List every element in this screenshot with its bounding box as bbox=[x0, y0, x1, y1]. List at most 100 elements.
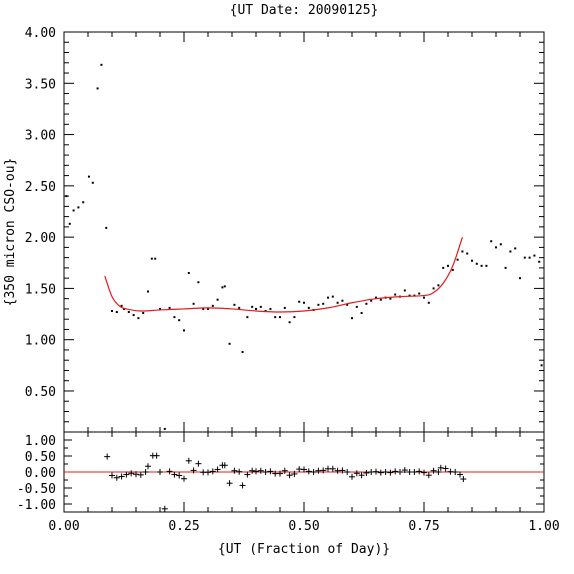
main-y-tick-label: 0.50 bbox=[25, 385, 56, 400]
data-point bbox=[246, 316, 249, 319]
residual-point bbox=[339, 467, 346, 474]
data-point bbox=[394, 293, 397, 296]
main-y-tick-label: 3.50 bbox=[25, 77, 56, 92]
data-point bbox=[163, 427, 166, 430]
residual-point bbox=[145, 463, 151, 470]
data-point bbox=[288, 321, 291, 324]
residual-point bbox=[310, 469, 317, 475]
residual-point bbox=[392, 468, 399, 475]
residual-data-points bbox=[104, 452, 467, 512]
residual-point bbox=[249, 467, 256, 474]
data-point bbox=[251, 305, 254, 308]
residual-point bbox=[157, 469, 163, 475]
main-y-tick-label: 2.50 bbox=[25, 180, 56, 195]
data-point bbox=[72, 209, 75, 212]
main-y-tick-labels: 0.50 1.00 1.50 2.00 2.50 3.00 3.50 4.00 bbox=[25, 26, 56, 400]
data-point bbox=[336, 301, 339, 304]
residual-point bbox=[205, 469, 211, 476]
residual-point bbox=[267, 468, 274, 475]
data-point bbox=[514, 247, 517, 250]
residual-point bbox=[181, 475, 187, 482]
data-point bbox=[274, 316, 277, 319]
data-point bbox=[351, 317, 353, 320]
residual-point bbox=[231, 467, 238, 474]
residual-point bbox=[214, 466, 221, 473]
residual-point bbox=[137, 471, 144, 478]
residual-y-tick-label: 1.00 bbox=[25, 434, 56, 449]
main-y-tick-label: 4.00 bbox=[25, 26, 56, 41]
data-point bbox=[403, 289, 406, 292]
data-point bbox=[375, 296, 377, 299]
data-point bbox=[111, 309, 113, 312]
data-point bbox=[269, 307, 272, 310]
main-y-tick-label: 2.00 bbox=[25, 231, 56, 246]
residual-point bbox=[416, 468, 423, 475]
data-point bbox=[495, 246, 497, 249]
data-point bbox=[183, 329, 185, 332]
residual-point bbox=[329, 465, 336, 472]
residual-point bbox=[291, 470, 298, 477]
data-point bbox=[466, 252, 469, 255]
data-point bbox=[504, 266, 507, 269]
main-y-tick-label: 3.00 bbox=[25, 129, 56, 144]
data-point bbox=[150, 257, 153, 260]
data-point bbox=[423, 296, 425, 299]
main-axis-ticks bbox=[63, 31, 545, 433]
data-point bbox=[389, 297, 392, 300]
data-point bbox=[341, 299, 344, 302]
residual-point bbox=[185, 457, 192, 464]
residual-point bbox=[109, 472, 115, 479]
data-point bbox=[105, 226, 108, 229]
residual-point bbox=[153, 452, 160, 459]
data-point bbox=[447, 264, 449, 267]
x-tick-label: 0.75 bbox=[408, 519, 439, 534]
data-point bbox=[519, 277, 521, 280]
residual-point bbox=[460, 476, 467, 483]
residual-point bbox=[142, 469, 149, 475]
x-tick-label: 0.25 bbox=[168, 519, 199, 534]
data-point bbox=[540, 364, 543, 367]
data-point bbox=[120, 304, 123, 307]
data-point bbox=[211, 304, 214, 307]
residual-point bbox=[442, 465, 449, 472]
data-point bbox=[307, 306, 310, 309]
residual-point bbox=[387, 469, 394, 476]
data-point bbox=[528, 256, 531, 259]
data-point bbox=[223, 285, 226, 288]
data-point bbox=[221, 286, 224, 289]
residual-y-tick-label: 0.00 bbox=[25, 466, 56, 481]
residual-point bbox=[421, 469, 427, 476]
data-point bbox=[173, 316, 176, 319]
x-tick-label: 0.50 bbox=[288, 519, 319, 534]
residual-point bbox=[226, 480, 233, 487]
data-point bbox=[379, 298, 382, 301]
main-y-tick-label: 1.50 bbox=[25, 282, 56, 297]
residual-point bbox=[349, 473, 355, 480]
residual-point bbox=[401, 467, 408, 474]
data-point bbox=[147, 290, 149, 293]
data-point bbox=[65, 195, 68, 198]
residual-point bbox=[397, 469, 403, 475]
data-point bbox=[68, 222, 71, 225]
y-axis-label: {350 micron CSO-ou} bbox=[3, 158, 18, 307]
residual-y-tick-label: 0.50 bbox=[25, 450, 56, 465]
data-point bbox=[154, 257, 157, 260]
x-tick-labels: 0.00 0.25 0.50 0.75 1.00 bbox=[48, 519, 559, 534]
residual-point bbox=[353, 470, 360, 477]
data-point bbox=[331, 295, 334, 298]
residual-point bbox=[166, 468, 173, 475]
residual-point bbox=[286, 472, 293, 479]
residual-point bbox=[176, 472, 183, 479]
data-point bbox=[485, 264, 488, 267]
x-tick-label: 0.00 bbox=[48, 519, 79, 534]
residual-point bbox=[377, 469, 384, 476]
residual-point bbox=[301, 466, 307, 473]
residual-point bbox=[430, 467, 437, 474]
data-point bbox=[132, 314, 135, 317]
data-point bbox=[127, 311, 130, 313]
residual-point bbox=[113, 474, 120, 481]
residual-point bbox=[239, 482, 246, 489]
data-point bbox=[178, 319, 181, 322]
residual-point bbox=[373, 468, 379, 475]
